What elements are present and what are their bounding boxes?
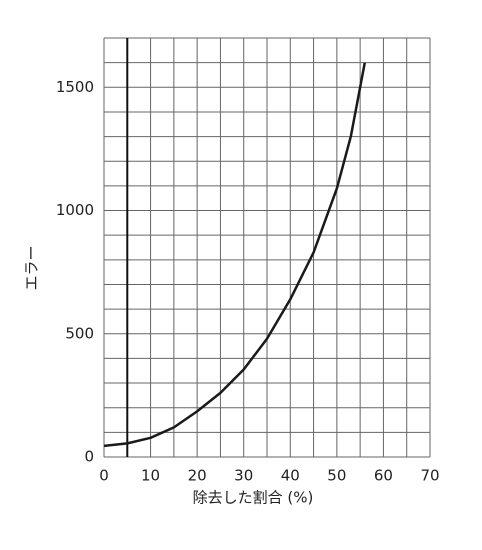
y-tick-label: 0 xyxy=(84,448,94,466)
x-tick-label: 0 xyxy=(99,467,109,485)
x-tick-label: 70 xyxy=(420,467,439,485)
data-line xyxy=(103,62,367,448)
x-tick-label: 30 xyxy=(234,467,253,485)
x-tick-label: 40 xyxy=(281,467,300,485)
y-tick-label: 500 xyxy=(65,324,94,342)
x-tick-label: 60 xyxy=(374,467,393,485)
y-axis-label: エラー xyxy=(23,245,41,290)
x-tick-label: 20 xyxy=(188,467,207,485)
y-tick-label: 1000 xyxy=(56,201,94,219)
x-tick-label: 10 xyxy=(141,467,160,485)
x-tick-label: 50 xyxy=(327,467,346,485)
x-axis-label: 除去した割合 (%) xyxy=(193,489,314,507)
y-tick-label: 1500 xyxy=(56,78,94,96)
